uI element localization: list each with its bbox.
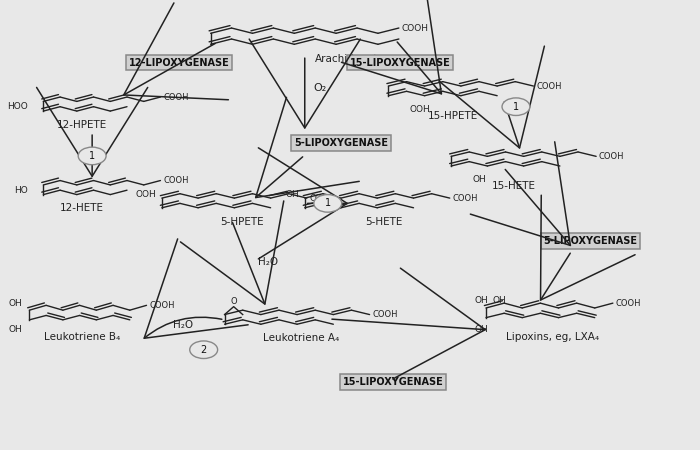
Text: Lipoxins, eg, LXA₄: Lipoxins, eg, LXA₄: [505, 332, 598, 342]
Text: 5-LIPOXYGENASE: 5-LIPOXYGENASE: [544, 236, 638, 246]
Text: 5-HPETE: 5-HPETE: [220, 216, 264, 226]
Text: OH: OH: [473, 175, 486, 184]
Text: 15-HPETE: 15-HPETE: [428, 111, 478, 121]
Text: Arachidonate: Arachidonate: [315, 54, 385, 64]
Text: OH: OH: [474, 324, 488, 333]
Text: COOH: COOH: [452, 194, 478, 202]
Text: 2: 2: [201, 345, 206, 355]
Text: COOH: COOH: [402, 23, 428, 32]
Text: HOO: HOO: [7, 102, 28, 111]
Text: H₂O: H₂O: [173, 320, 193, 330]
Text: OH: OH: [474, 297, 488, 306]
Text: COOH: COOH: [163, 93, 189, 102]
Text: 15-LIPOXYGENASE: 15-LIPOXYGENASE: [343, 377, 444, 387]
Text: HO: HO: [14, 186, 28, 195]
Text: 12-HPETE: 12-HPETE: [57, 120, 107, 130]
Circle shape: [190, 341, 218, 359]
Text: OOH: OOH: [136, 190, 156, 199]
Text: 1: 1: [513, 102, 519, 112]
Text: OH: OH: [286, 190, 299, 199]
Text: 12-LIPOXYGENASE: 12-LIPOXYGENASE: [129, 58, 230, 68]
Text: 1: 1: [89, 151, 95, 161]
Text: COOH: COOH: [616, 299, 641, 308]
Text: COOH: COOH: [372, 310, 398, 319]
Text: O: O: [230, 297, 237, 306]
Text: OH: OH: [8, 325, 22, 334]
Text: OH: OH: [492, 296, 506, 305]
Text: COOH: COOH: [309, 194, 335, 202]
Circle shape: [78, 147, 106, 165]
Text: OH: OH: [8, 299, 22, 308]
Circle shape: [314, 194, 342, 212]
Text: 1: 1: [325, 198, 331, 208]
Text: 5-HETE: 5-HETE: [365, 216, 402, 226]
Text: COOH: COOH: [536, 81, 561, 90]
Text: 15-HETE: 15-HETE: [492, 181, 536, 191]
Text: OOH: OOH: [410, 105, 430, 114]
Text: O₂: O₂: [314, 83, 327, 93]
Text: 5-LIPOXYGENASE: 5-LIPOXYGENASE: [294, 138, 388, 148]
Text: Leukotriene B₄: Leukotriene B₄: [43, 332, 120, 342]
Text: Leukotriene A₄: Leukotriene A₄: [263, 333, 340, 343]
Text: H₂O: H₂O: [258, 257, 278, 267]
Text: COOH: COOH: [163, 176, 189, 185]
Text: COOH: COOH: [599, 152, 624, 161]
Text: COOH: COOH: [149, 301, 175, 310]
Text: 12-HETE: 12-HETE: [60, 203, 104, 213]
Circle shape: [502, 98, 530, 116]
Text: 15-LIPOXYGENASE: 15-LIPOXYGENASE: [350, 58, 451, 68]
